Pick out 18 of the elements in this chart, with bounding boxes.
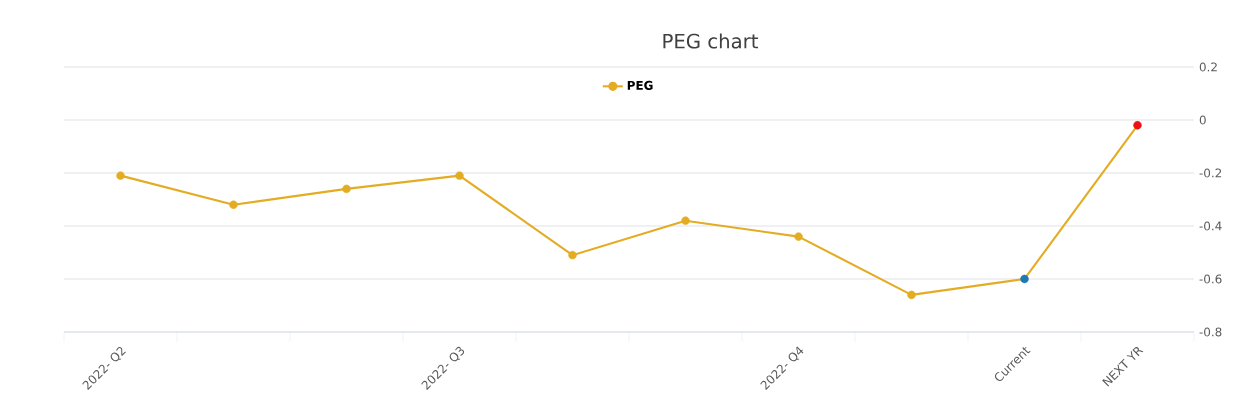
- legend-label: PEG: [627, 80, 653, 90]
- point: [794, 232, 803, 241]
- y-tick-label: 0.2: [1199, 62, 1217, 72]
- point: [1133, 121, 1142, 130]
- y-tick-label: -0.6: [1199, 274, 1222, 284]
- point: [342, 184, 351, 194]
- point: [229, 200, 238, 209]
- y-tick-label: 0: [1199, 115, 1206, 125]
- point: [681, 216, 690, 225]
- point: [116, 171, 125, 180]
- y-tick-label: -0.4: [1199, 221, 1222, 231]
- y-tick-label: -0.8: [1199, 327, 1222, 337]
- point: [1020, 274, 1029, 284]
- y-tick-label: -0.2: [1199, 168, 1222, 178]
- point: [907, 290, 916, 300]
- point: [568, 250, 577, 260]
- point: [455, 171, 464, 180]
- chart-title: PEG chart: [663, 33, 759, 49]
